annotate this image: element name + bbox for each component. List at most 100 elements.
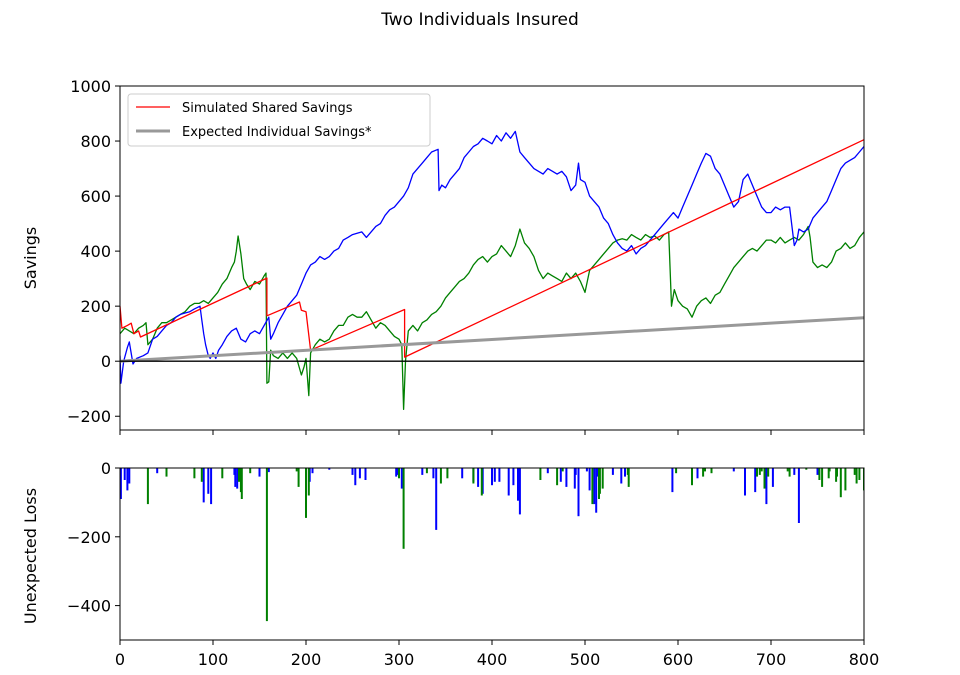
loss-bar-blue [793,468,796,475]
loss-bars [120,468,864,622]
loss-bar-blue [461,468,464,479]
loss-bar-green [675,468,678,474]
loss-bar-blue [546,468,549,474]
loss-bar-blue [267,468,270,473]
loss-bar-blue [624,468,626,477]
loss-bar-blue [573,468,576,489]
loss-bar-blue [351,468,354,475]
loss-y-tick-label: −200 [67,528,111,547]
loss-panel: −400 −200 0 0 100 200 300 400 500 600 700 800 Unex… [21,459,879,669]
loss-bar-blue [234,468,237,487]
loss-bar-blue [518,468,521,515]
loss-bar-blue [507,468,510,496]
loss-bar-green [238,468,240,482]
loss-x-tick-label: 300 [384,650,415,669]
loss-bar-blue [585,468,588,472]
savings-lines [120,130,864,411]
loss-y-tick-label: −400 [67,597,111,616]
loss-bar-green [756,468,758,477]
loss-bar-blue [559,468,562,482]
loss-bar-blue [498,468,501,482]
loss-bar-green [788,468,791,477]
loss-bar-green [561,468,564,472]
loss-bar-green [146,468,149,505]
loss-bar-blue [593,468,596,505]
loss-bar-blue [358,468,361,479]
loss-bar-blue [258,468,261,477]
savings-y-tick-label: 200 [80,297,111,316]
legend: Simulated Shared Savings Expected Indivi… [127,93,431,147]
loss-bar-blue [311,468,314,474]
series-line-expected [120,316,864,363]
loss-x-ticks: 0 100 200 300 400 500 600 700 800 [115,640,879,669]
savings-x-ticks [119,430,865,435]
loss-x-tick-label: 400 [477,650,508,669]
loss-bar-blue [400,468,403,489]
loss-bar-blue [577,468,580,517]
loss-x-tick-label: 500 [570,650,601,669]
loss-bar-green [472,468,475,484]
savings-y-tick-label: 1000 [70,77,111,96]
loss-bar-green [858,468,861,480]
series-line-individual-green [120,225,864,411]
loss-bar-green [425,468,428,474]
loss-bar-blue [588,468,591,491]
loss-bar-blue [595,468,598,513]
loss-bar-green [821,468,824,487]
loss-bar-green [265,468,268,622]
loss-bar-green [240,468,243,499]
loss-bar-green [307,468,310,496]
loss-bar-blue [126,468,129,491]
loss-x-tick-label: 600 [663,650,694,669]
figure-title: Two Individuals Insured [381,10,579,30]
savings-y-label: Savings [21,227,40,290]
savings-y-tick-label: 800 [80,132,111,151]
loss-bar-blue [744,468,746,496]
loss-bar-green [827,468,830,479]
loss-bar-blue [611,468,614,475]
loss-bar-blue [477,468,480,487]
loss-bar-blue [493,468,496,482]
loss-bar-blue [364,468,367,480]
loss-bar-green [818,468,821,480]
loss-bar-green [398,468,400,479]
loss-bar-blue [732,468,735,472]
loss-bar-blue [696,468,699,479]
loss-bar-green [598,468,601,494]
loss-bar-green [853,468,856,475]
loss-bar-green [539,468,542,480]
loss-bar-green [691,468,693,486]
legend-label-shared: Simulated Shared Savings [182,101,353,116]
savings-y-tick-label: 0 [101,352,111,371]
loss-bar-green [786,468,789,472]
loss-y-ticks: −400 −200 0 [67,459,120,616]
savings-y-ticks: −200 0 200 400 600 800 1000 [67,77,120,426]
loss-bar-blue [754,468,757,493]
loss-bar-blue [512,468,515,486]
loss-bar-green [627,468,630,487]
loss-bar-blue [765,468,768,505]
series-line-individual-blue [120,130,864,384]
legend-label-expected: Expected Individual Savings* [182,125,372,140]
loss-bar-green [200,468,203,482]
savings-y-tick-label: 600 [80,187,111,206]
loss-bar-blue [123,468,126,480]
loss-bar-green [305,468,307,518]
loss-bar-blue [435,468,438,530]
loss-bar-green [805,468,808,470]
loss-bar-green [836,468,838,477]
loss-bar-green [601,468,604,489]
loss-x-tick-label: 700 [756,650,787,669]
series-line-shared [120,139,864,358]
loss-bar-blue [328,468,331,470]
loss-bar-green [839,468,842,498]
loss-y-tick-label: 0 [101,459,111,478]
loss-bar-blue [421,468,424,475]
savings-y-tick-label: −200 [67,407,111,426]
loss-bar-green [295,468,298,472]
loss-bar-blue [396,468,399,475]
loss-bar-green [402,468,405,549]
loss-bar-blue [120,468,122,499]
loss-bar-green [446,468,449,479]
loss-bar-green [702,468,705,477]
